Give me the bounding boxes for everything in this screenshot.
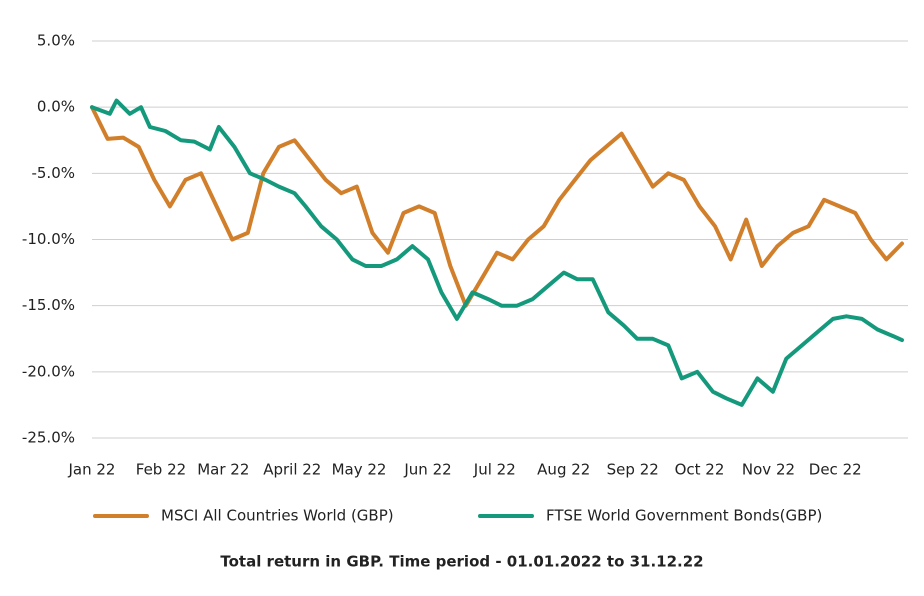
series-line xyxy=(90,105,904,308)
y-tick-label: -10.0% xyxy=(22,230,75,248)
x-tick-label: Aug 22 xyxy=(537,461,590,479)
legend-label: MSCI All Countries World (GBP) xyxy=(161,507,394,525)
x-tick-label: Jan 22 xyxy=(68,461,116,479)
y-tick-label: -15.0% xyxy=(22,296,75,314)
y-tick-label: -5.0% xyxy=(31,164,75,182)
legend-label: FTSE World Government Bonds(GBP) xyxy=(546,507,822,525)
x-tick-label: May 22 xyxy=(332,461,387,479)
x-tick-label: Oct 22 xyxy=(675,461,725,479)
caption: Total return in GBP. Time period - 01.01… xyxy=(220,553,703,571)
x-tick-label: Dec 22 xyxy=(809,461,862,479)
y-tick-label: 0.0% xyxy=(37,98,75,116)
x-tick-label: Jun 22 xyxy=(403,461,451,479)
y-tick-label: -20.0% xyxy=(22,362,75,380)
x-tick-label: Jul 22 xyxy=(473,461,516,479)
x-tick-label: Mar 22 xyxy=(197,461,249,479)
x-tick-label: Sep 22 xyxy=(607,461,659,479)
series-line xyxy=(90,98,904,407)
x-tick-label: Nov 22 xyxy=(742,461,795,479)
y-tick-label: 5.0% xyxy=(37,32,75,50)
y-tick-label: -25.0% xyxy=(22,429,75,447)
x-tick-label: April 22 xyxy=(263,461,321,479)
x-tick-label: Feb 22 xyxy=(136,461,186,479)
